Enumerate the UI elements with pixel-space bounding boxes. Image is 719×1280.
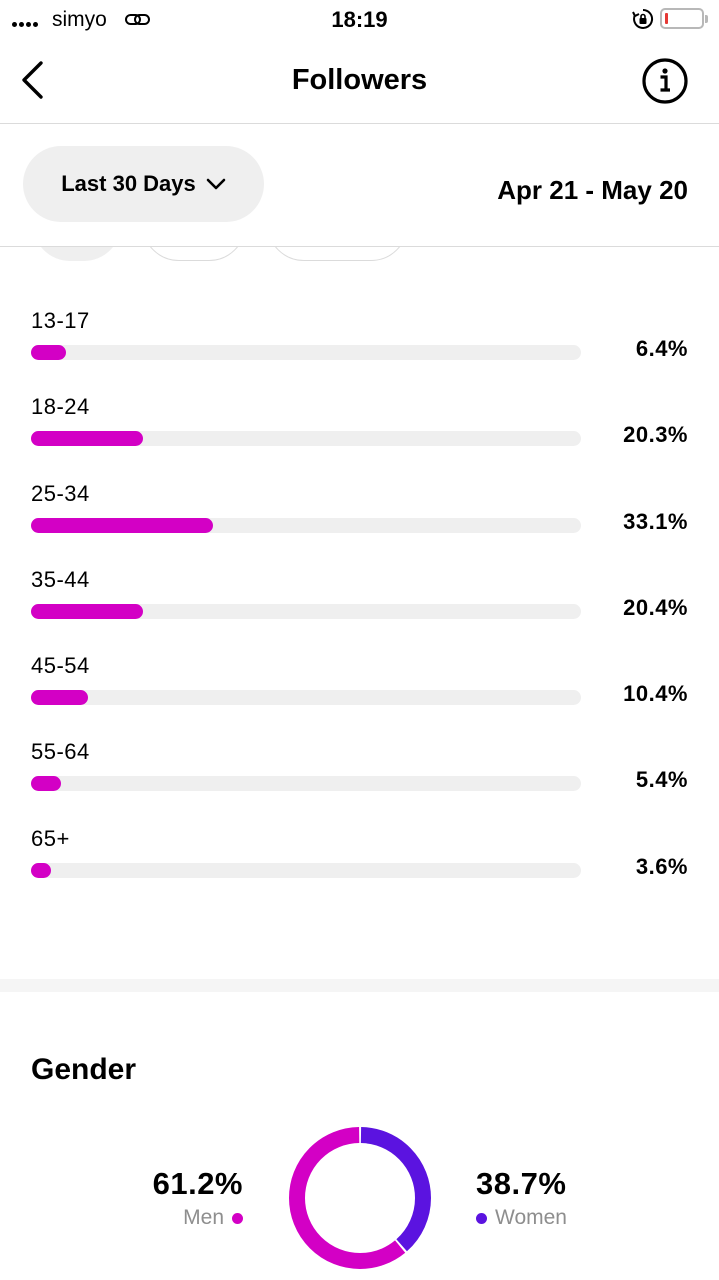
age-range-percentage: 6.4% (635, 336, 688, 361)
age-range-bar-fill (31, 690, 89, 706)
info-button[interactable] (640, 56, 690, 106)
men-legend-label: Men (183, 1206, 224, 1229)
chevron-down-icon (206, 178, 226, 190)
signal-icon (12, 22, 38, 27)
gender-donut-chart (289, 1127, 431, 1269)
age-range-bar-track (31, 517, 581, 533)
men-legend-dot (232, 1212, 243, 1224)
age-range-bar-fill (31, 862, 51, 878)
gender-section-title: Gender (31, 1053, 137, 1086)
women-legend-label: Women (495, 1206, 567, 1229)
age-range-bar-fill (31, 776, 61, 792)
carrier-name: simyo (52, 8, 107, 31)
men-stat: 61.2% Men (153, 1166, 243, 1230)
age-range-percentage: 33.1% (623, 508, 688, 534)
men-donut-segment (289, 1127, 431, 1269)
age-range-bar-track (31, 345, 581, 360)
status-bar: simyo 18:19 (0, 0, 719, 40)
men-legend: Men (153, 1206, 243, 1230)
age-range-row: 65+ 3.6% (0, 818, 719, 904)
status-time: 18:19 (331, 7, 388, 32)
age-range-bar-track (31, 862, 581, 878)
age-range-bar-fill (31, 345, 67, 360)
age-range-label: 55-64 (31, 739, 90, 765)
nav-bar: Followers (0, 40, 719, 124)
age-range-row: 55-64 5.4% (0, 731, 719, 817)
age-range-label: 35-44 (31, 566, 90, 592)
age-range-bar-fill (31, 517, 214, 533)
age-range-row: 18-24 20.3% (0, 386, 719, 472)
info-icon (642, 58, 688, 104)
age-range-bar-track (31, 690, 581, 706)
tab-pill[interactable] (142, 247, 246, 261)
age-range-bar-track (31, 431, 581, 447)
orientation-lock-icon (632, 8, 654, 35)
age-range-percentage: 20.4% (623, 594, 688, 620)
age-range-label: 25-34 (31, 480, 90, 506)
age-range-label: 18-24 (31, 394, 90, 420)
date-range-text: Apr 21 - May 20 (497, 175, 688, 205)
age-range-bar-fill (31, 603, 144, 619)
tab-pill[interactable] (33, 247, 121, 261)
filter-row: Last 30 Days Apr 21 - May 20 (0, 125, 719, 247)
women-donut-segment (289, 1127, 431, 1269)
section-divider (0, 979, 719, 992)
age-range-percentage: 5.4% (635, 767, 688, 793)
women-legend-dot (476, 1212, 487, 1224)
tab-pill[interactable] (267, 247, 408, 261)
back-button[interactable] (12, 58, 52, 102)
age-range-bar-track (31, 776, 581, 792)
age-range-percentage: 3.6% (635, 853, 688, 879)
age-range-bar-fill (31, 431, 143, 447)
men-percentage: 61.2% (152, 1166, 243, 1201)
age-range-label: 13-17 (31, 308, 90, 333)
date-range-dropdown[interactable]: Last 30 Days (23, 146, 264, 222)
age-range-percentage: 20.3% (623, 422, 688, 448)
women-percentage: 38.7% (476, 1166, 567, 1201)
age-range-row: 25-34 33.1% (0, 473, 719, 559)
women-stat: 38.7% Women (476, 1166, 567, 1230)
age-range-row: 35-44 20.4% (0, 559, 719, 645)
women-legend: Women (476, 1206, 567, 1230)
age-range-percentage: 10.4% (623, 681, 688, 707)
age-range-label: 45-54 (31, 653, 90, 679)
date-range-dropdown-label: Last 30 Days (61, 171, 196, 196)
age-range-list: 13-17 6.4% 18-24 20.3% 25-34 33.1% 35-44 20.4% 4… (0, 300, 719, 904)
age-range-bar-track (31, 603, 581, 619)
age-range-label: 65+ (31, 825, 70, 851)
page-title: Followers (291, 64, 428, 96)
battery-icon (660, 8, 708, 29)
audience-tab-pills (0, 247, 719, 263)
chevron-left-icon (22, 61, 43, 99)
age-range-row: 13-17 6.4% (0, 300, 719, 386)
age-range-row: 45-54 10.4% (0, 645, 719, 731)
link-icon (124, 10, 152, 35)
